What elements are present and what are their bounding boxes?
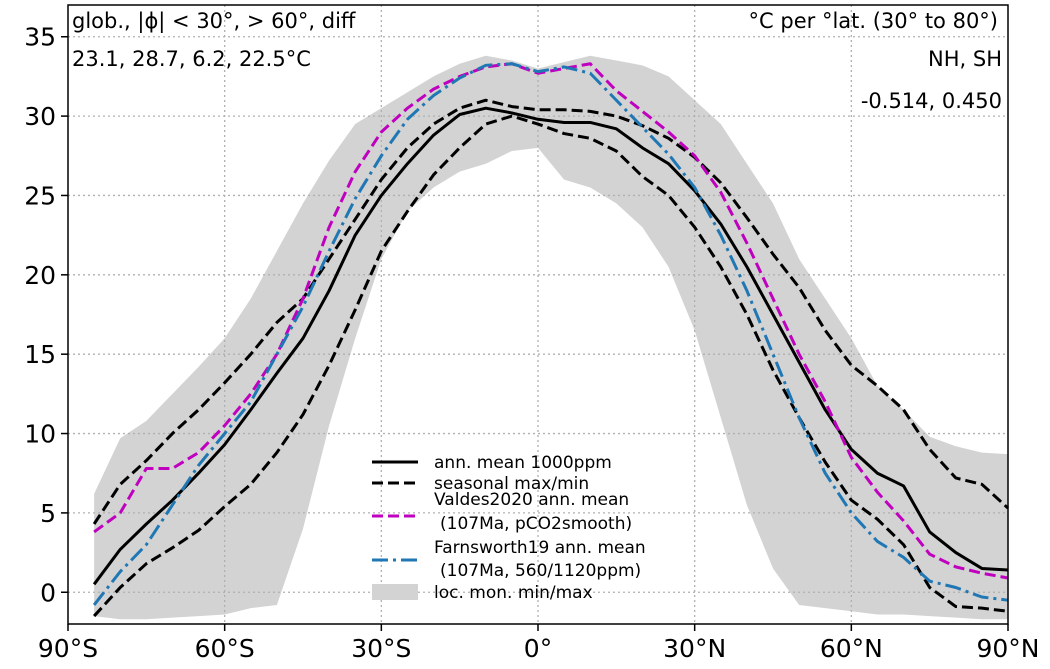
y-tick-label: 15	[24, 340, 56, 369]
legend-label-valdes: Valdes2020 ann. mean	[434, 490, 629, 510]
legend: ann. mean 1000ppm seasonal max/min Valde…	[372, 453, 646, 603]
global-stats-label: glob., |ϕ| < 30°, > 60°, diff	[72, 9, 356, 34]
series-line-valdes2020-ann-mean	[93, 62, 1009, 580]
x-tick-label: 0°	[524, 634, 552, 663]
band-min-max	[94, 55, 1009, 620]
legend-label-ann-mean: ann. mean 1000ppm	[434, 453, 612, 473]
legend-label-valdes-detail: (107Ma, pCO2smooth)	[440, 514, 632, 534]
y-tick-label: 5	[40, 499, 56, 528]
x-tick-label: 60°S	[195, 634, 255, 663]
y-tick-label: 35	[24, 23, 56, 52]
global-stats-values: 23.1, 28.7, 6.2, 22.5°C	[72, 47, 311, 71]
x-tick-label: 30°N	[663, 634, 726, 663]
band-layer	[94, 55, 1009, 620]
legend-label-farnsworth-detail: (107Ma, 560/1120ppm)	[440, 561, 641, 581]
x-tick-label: 90°S	[38, 634, 98, 663]
y-tick-label: 10	[24, 420, 56, 449]
gradient-hemispheres: NH, SH	[928, 47, 1002, 71]
legend-label-band: loc. mon. min/max	[434, 583, 593, 603]
series-line-ann-mean-1000ppm	[92, 106, 1009, 586]
legend-swatch-band	[372, 584, 418, 600]
y-tick-label: 30	[24, 102, 56, 131]
y-tick-label: 20	[24, 261, 56, 290]
series-line-seasonal-min	[93, 114, 1009, 618]
legend-label-seasonal: seasonal max/min	[434, 474, 589, 494]
x-tick-label: 60°N	[820, 634, 883, 663]
gradient-values: -0.514, 0.450	[861, 89, 1002, 113]
y-tick-label: 0	[40, 578, 56, 607]
series-line-seasonal-max	[92, 98, 1010, 525]
x-tick-label: 90°N	[976, 634, 1039, 663]
gradient-label: °C per °lat. (30° to 80°)	[749, 9, 998, 33]
legend-label-farnsworth: Farnsworth19 ann. mean	[434, 538, 646, 558]
y-tick-label: 25	[24, 181, 56, 210]
x-tick-label: 30°S	[351, 634, 411, 663]
series-line-farnsworth19-ann-mean	[92, 62, 1009, 606]
series-layer	[92, 62, 1010, 618]
tick-layer: 90°S 60°S 30°S 0° 30°N 60°N 90°N 0 5 10 15 20 25 30 35	[24, 23, 1039, 663]
